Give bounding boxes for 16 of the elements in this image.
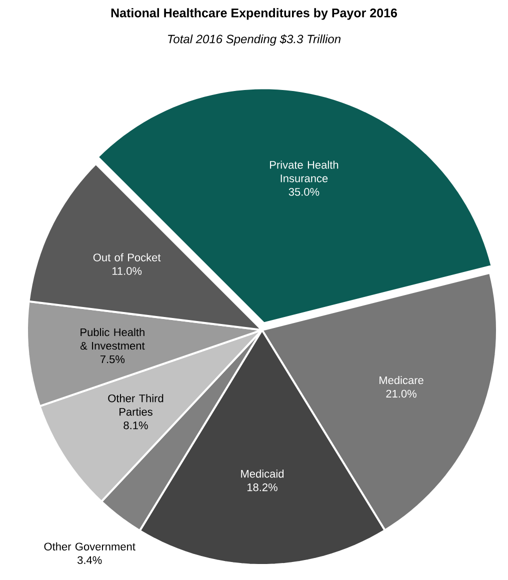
slice-label: Public Health & Investment [80,328,145,350]
slice-label: Medicare [380,376,424,384]
chart-title: National Healthcare Expenditures by Payor 2016 [111,8,397,20]
slice-label: Medicaid [241,470,284,478]
slice-label: Other Government [44,542,136,550]
data-label: 3.4% [77,556,102,564]
slice-label: Out of Pocket [93,253,161,262]
slice-label: Other Third Parties [108,394,164,416]
data-label: 35.0% [288,188,320,196]
data-label: 18.2% [247,483,278,492]
data-label: 21.0% [386,390,416,398]
data-label: 11.0% [112,267,142,275]
data-label: 8.1% [124,421,148,430]
chart-subtitle: Total 2016 Spending $3.3 Trillion [168,34,340,46]
slice-label: Private Health Insurance [270,160,338,182]
data-label: 7.5% [100,355,125,364]
